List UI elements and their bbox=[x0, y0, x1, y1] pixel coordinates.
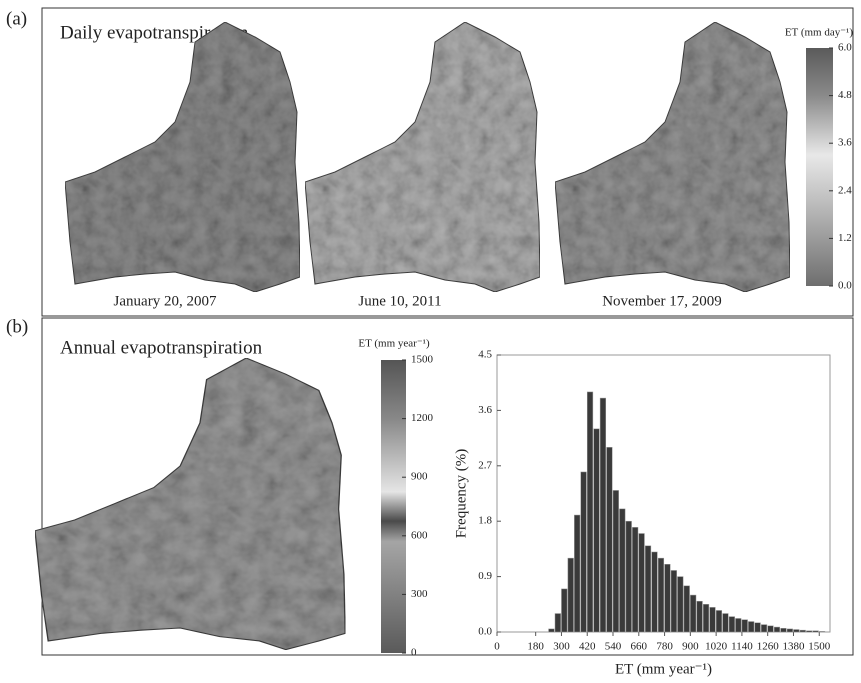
map bbox=[555, 22, 790, 292]
x-tick-label: 1500 bbox=[808, 641, 831, 653]
x-tick-label: 900 bbox=[682, 641, 699, 653]
bar bbox=[671, 570, 677, 632]
map-caption: June 10, 2011 bbox=[358, 293, 441, 309]
y-tick-label: 0.0 bbox=[478, 626, 492, 638]
map bbox=[305, 22, 540, 292]
bar bbox=[561, 589, 567, 632]
bar bbox=[587, 392, 593, 632]
bar bbox=[768, 626, 774, 632]
bar bbox=[729, 617, 735, 632]
bar bbox=[639, 534, 645, 632]
bar bbox=[568, 558, 574, 632]
bar bbox=[658, 558, 664, 632]
colorbar bbox=[381, 360, 406, 653]
y-tick-label: 1.8 bbox=[478, 515, 492, 527]
bar bbox=[652, 552, 658, 632]
bar bbox=[761, 625, 767, 632]
bar bbox=[574, 515, 580, 632]
bar bbox=[793, 630, 799, 632]
bar bbox=[800, 630, 806, 632]
bar bbox=[613, 490, 619, 632]
bar bbox=[665, 564, 671, 632]
bar bbox=[703, 604, 709, 632]
x-tick-label: 780 bbox=[656, 641, 673, 653]
x-tick-label: 1380 bbox=[782, 641, 805, 653]
bar bbox=[774, 627, 780, 632]
x-tick-label: 300 bbox=[553, 641, 570, 653]
bar bbox=[748, 622, 754, 632]
colorbar-tick-label: 900 bbox=[411, 471, 428, 483]
colorbar bbox=[806, 48, 833, 286]
x-axis-label: ET (mm year⁻¹) bbox=[615, 661, 712, 677]
x-tick-label: 1140 bbox=[731, 641, 753, 653]
bar bbox=[690, 595, 696, 632]
colorbar-label: ET (mm year⁻¹) bbox=[358, 338, 430, 350]
x-tick-label: 540 bbox=[605, 641, 622, 653]
bar bbox=[555, 614, 561, 632]
colorbar-tick-label: 1500 bbox=[411, 354, 434, 366]
bar bbox=[806, 631, 812, 632]
x-tick-label: 180 bbox=[527, 641, 544, 653]
bar bbox=[594, 429, 600, 632]
colorbar-tick-label: 2.4 bbox=[838, 184, 852, 196]
maps bbox=[35, 22, 790, 650]
colorbar-tick-label: 1.2 bbox=[838, 232, 852, 244]
bar bbox=[607, 447, 613, 632]
page: (a) (b) Daily evapotranspiration Annual … bbox=[0, 0, 861, 683]
bar bbox=[645, 546, 651, 632]
bar bbox=[716, 610, 722, 632]
panel-title: Annual evapotranspiration bbox=[60, 337, 263, 358]
bar bbox=[677, 577, 683, 632]
y-tick-label: 2.7 bbox=[478, 459, 492, 471]
bar bbox=[632, 527, 638, 632]
bar bbox=[549, 629, 555, 632]
colorbar-tick-label: 0.0 bbox=[838, 280, 852, 292]
bar bbox=[626, 521, 632, 632]
bar bbox=[710, 607, 716, 632]
colorbar-tick-label: 300 bbox=[411, 588, 428, 600]
bar bbox=[742, 620, 748, 632]
y-tick-label: 0.9 bbox=[478, 570, 492, 582]
x-tick-label: 1260 bbox=[757, 641, 780, 653]
x-tick-label: 660 bbox=[631, 641, 648, 653]
bar bbox=[755, 623, 761, 632]
y-tick-label: 3.6 bbox=[478, 404, 492, 416]
bar bbox=[813, 631, 819, 632]
x-tick-label: 1020 bbox=[705, 641, 728, 653]
figure: (a) (b) Daily evapotranspiration Annual … bbox=[0, 0, 861, 683]
y-axis-label: Frequency (%) bbox=[453, 449, 469, 539]
y-tick-label: 4.5 bbox=[478, 349, 492, 361]
bar bbox=[787, 629, 793, 632]
colorbar-tick-label: 600 bbox=[411, 529, 428, 541]
panel-label: (a) bbox=[6, 8, 27, 29]
bar bbox=[819, 631, 825, 632]
panel-label: (b) bbox=[6, 316, 28, 337]
bar bbox=[581, 472, 587, 632]
map bbox=[35, 358, 345, 650]
bar bbox=[684, 586, 690, 632]
colorbar-label: ET (mm day⁻¹) bbox=[785, 27, 854, 39]
map-caption: January 20, 2007 bbox=[114, 293, 217, 309]
bar bbox=[735, 618, 741, 632]
bar bbox=[781, 628, 787, 632]
bar bbox=[723, 614, 729, 632]
map-caption: November 17, 2009 bbox=[602, 293, 722, 309]
colorbar-tick-label: 6.0 bbox=[838, 42, 852, 54]
bar bbox=[619, 509, 625, 632]
bar bbox=[697, 601, 703, 632]
colorbar-tick-label: 1200 bbox=[411, 412, 434, 424]
x-tick-label: 420 bbox=[579, 641, 596, 653]
x-tick-label: 0 bbox=[494, 641, 500, 653]
map bbox=[65, 22, 300, 292]
colorbar-tick-label: 0 bbox=[411, 647, 417, 659]
colorbar-tick-label: 3.6 bbox=[838, 137, 852, 149]
colorbar-tick-label: 4.8 bbox=[838, 89, 852, 101]
bar bbox=[600, 398, 606, 632]
